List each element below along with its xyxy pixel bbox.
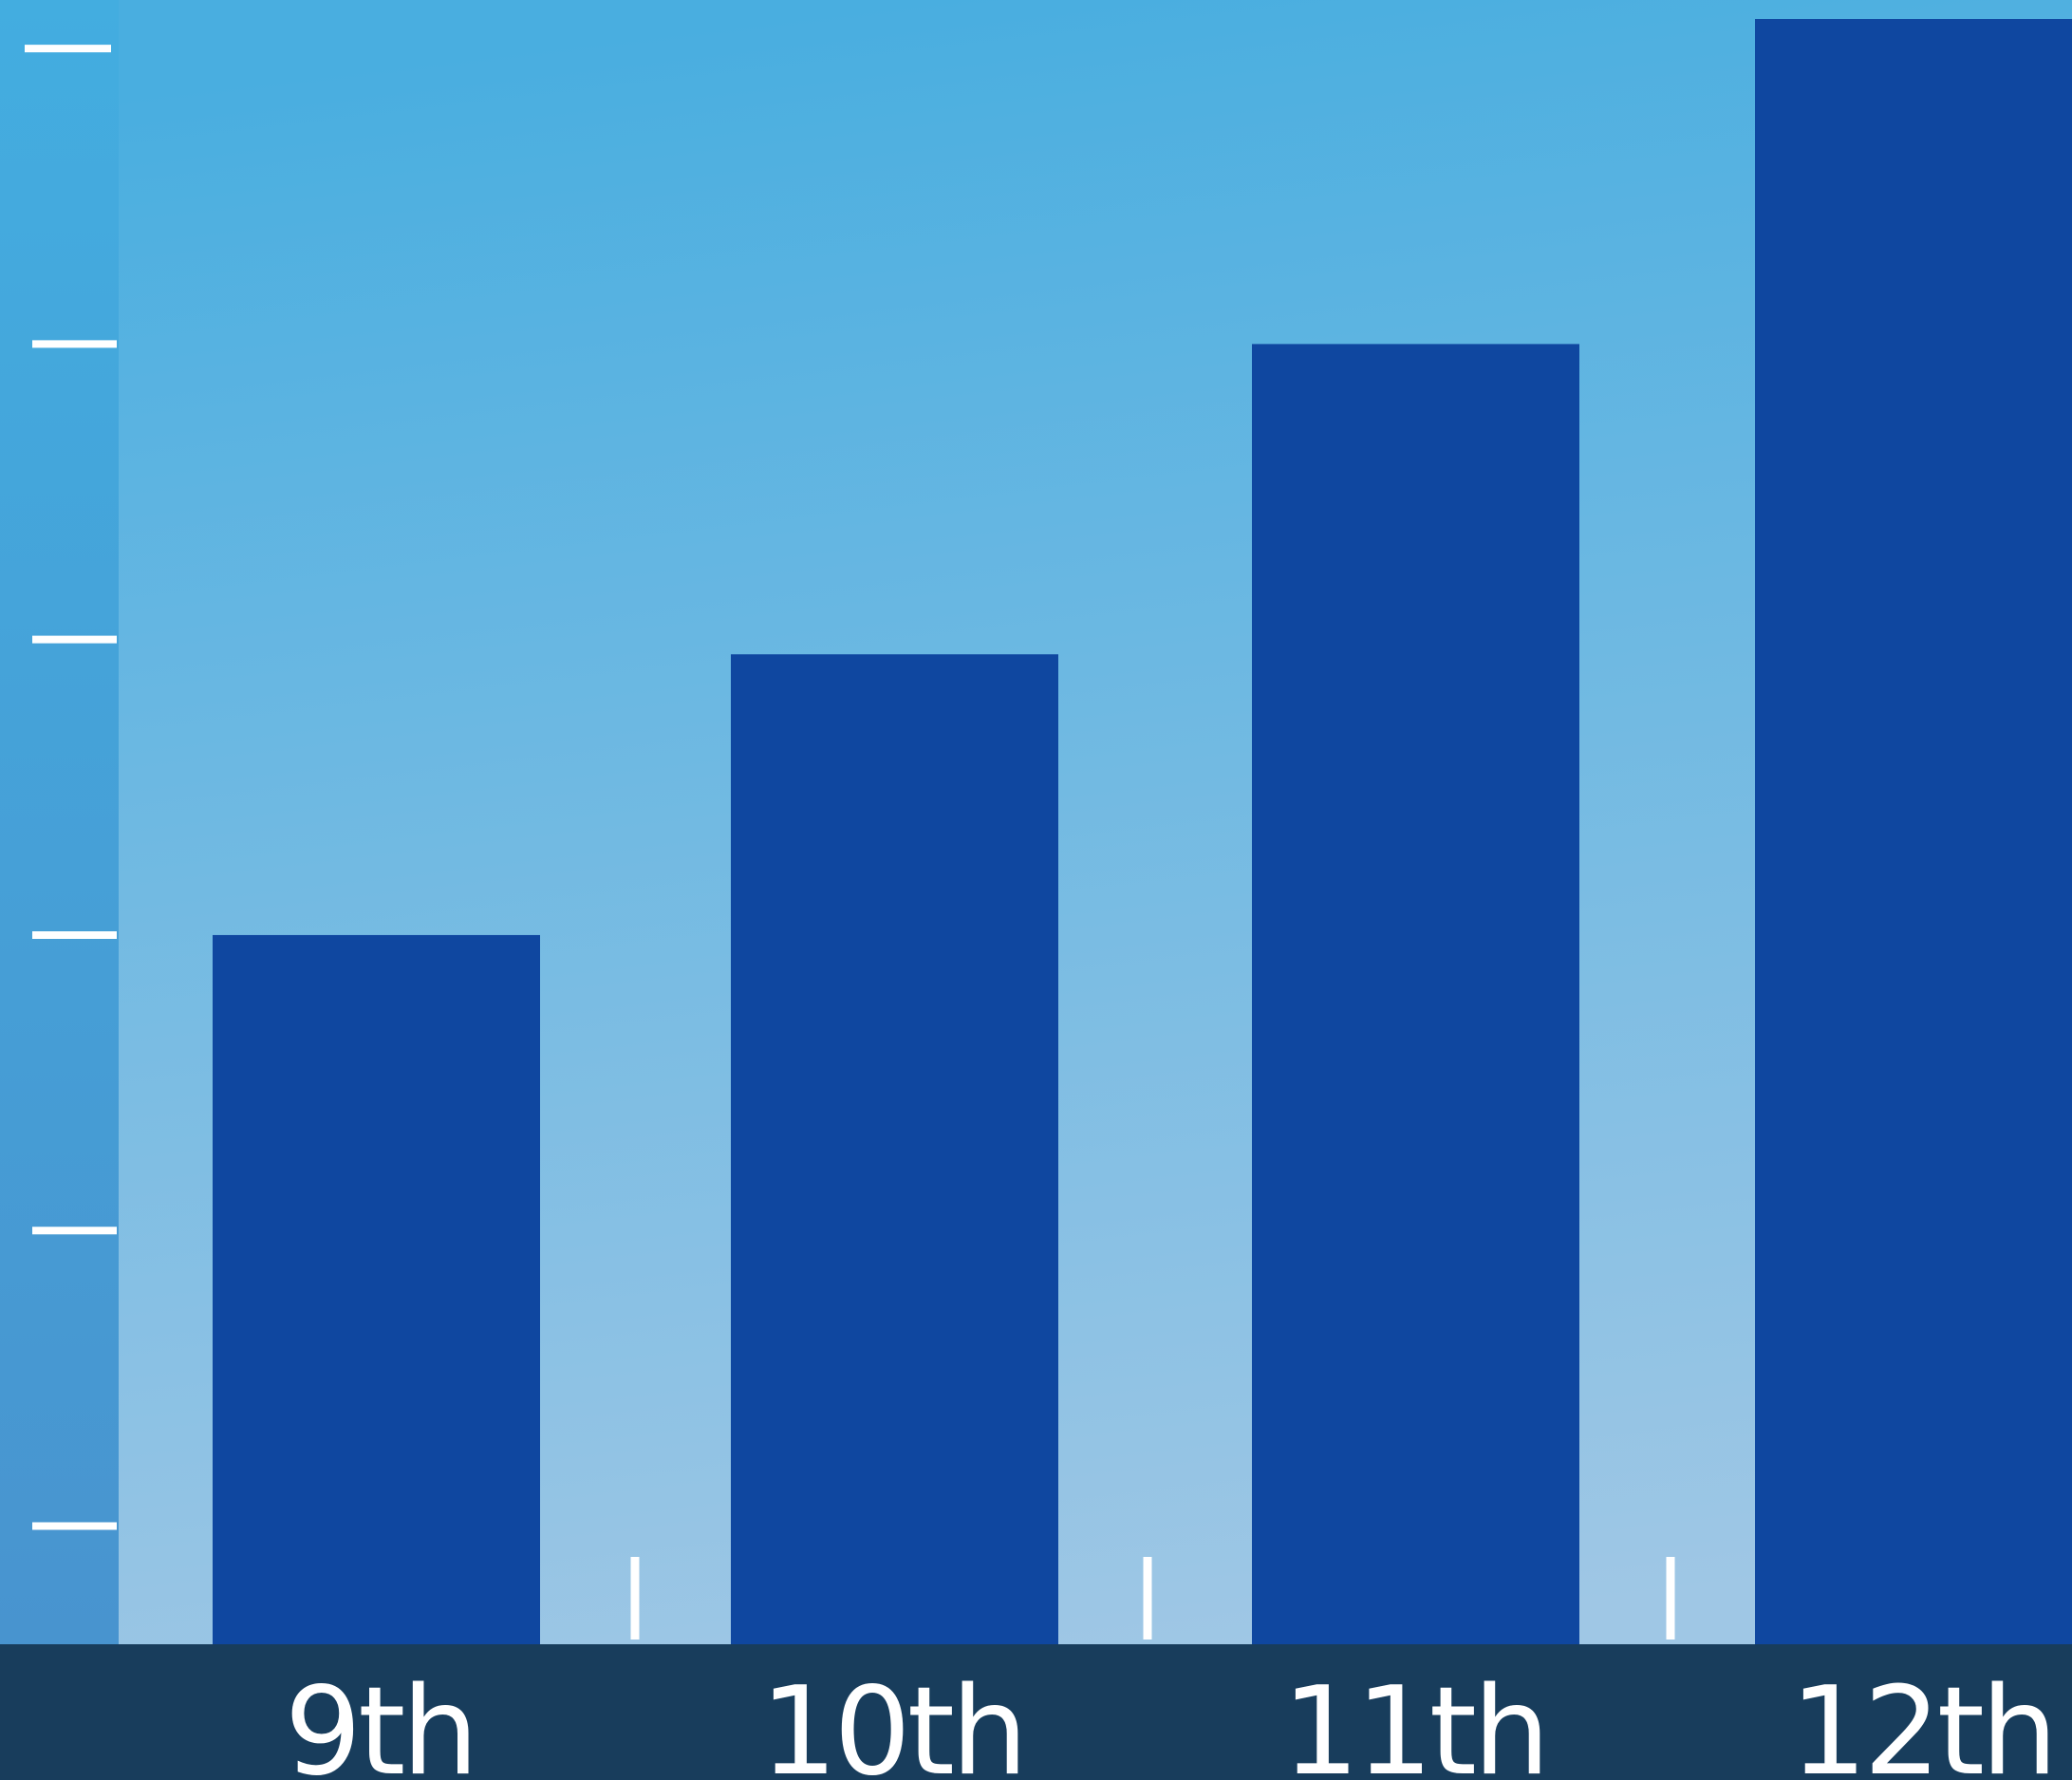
- x-tick-label-12th: 12th: [1790, 1661, 2054, 1780]
- x-axis-ticks: [630, 1557, 1675, 1639]
- bar-11th: [1252, 344, 1579, 1644]
- x-tick-label-9th: 9th: [285, 1661, 476, 1780]
- x-tick-label-11th: 11th: [1282, 1661, 1546, 1780]
- y-axis-ticks: [25, 45, 117, 1530]
- bar-10th: [731, 654, 1058, 1645]
- bars-group: [213, 19, 2072, 1645]
- y-axis-strip: [0, 0, 119, 1644]
- bar-9th: [213, 934, 540, 1644]
- bar-12th: [1755, 19, 2072, 1644]
- x-axis-labels: 9th 10th 11th 12th: [285, 1661, 2058, 1780]
- x-axis-band: [0, 1644, 2072, 1780]
- x-tick-label-10th: 10th: [760, 1661, 1024, 1780]
